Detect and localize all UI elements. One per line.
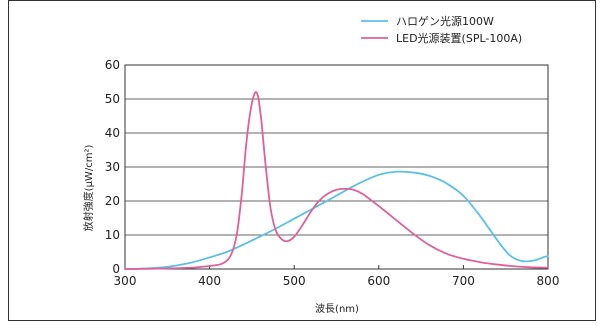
y-tick-label: 0 <box>112 262 120 276</box>
x-tick-label: 800 <box>537 274 560 288</box>
y-tick-label: 10 <box>105 228 120 242</box>
page-frame <box>8 0 596 321</box>
x-tick-label: 500 <box>283 274 306 288</box>
legend-label-2: LED光源装置(SPL-100A) <box>396 31 522 45</box>
plot-frame <box>124 64 549 270</box>
y-tick-label: 50 <box>105 92 120 106</box>
x-tick-label: 400 <box>198 274 221 288</box>
series-lines <box>124 91 549 270</box>
series-line-1 <box>124 170 549 270</box>
legend: ハロゲン光源100W LED光源装置(SPL-100A) <box>361 14 522 45</box>
x-tick-label: 600 <box>367 274 390 288</box>
x-axis-label: 波長(nm) <box>315 302 359 315</box>
y-tick-label: 60 <box>105 58 120 72</box>
y-tick-label: 40 <box>105 126 120 140</box>
y-tick-label: 20 <box>105 194 120 208</box>
series-line-2 <box>124 91 549 270</box>
y-tick-label: 30 <box>105 160 120 174</box>
legend-label-1: ハロゲン光源100W <box>396 14 494 28</box>
x-tick-label: 300 <box>114 274 137 288</box>
y-axis-label: 放射強度(μW/cm²) <box>82 145 95 232</box>
axes: 0 10 20 30 40 50 60 300 400 500 600 700 800 <box>105 58 560 288</box>
x-tick-label: 700 <box>452 274 475 288</box>
